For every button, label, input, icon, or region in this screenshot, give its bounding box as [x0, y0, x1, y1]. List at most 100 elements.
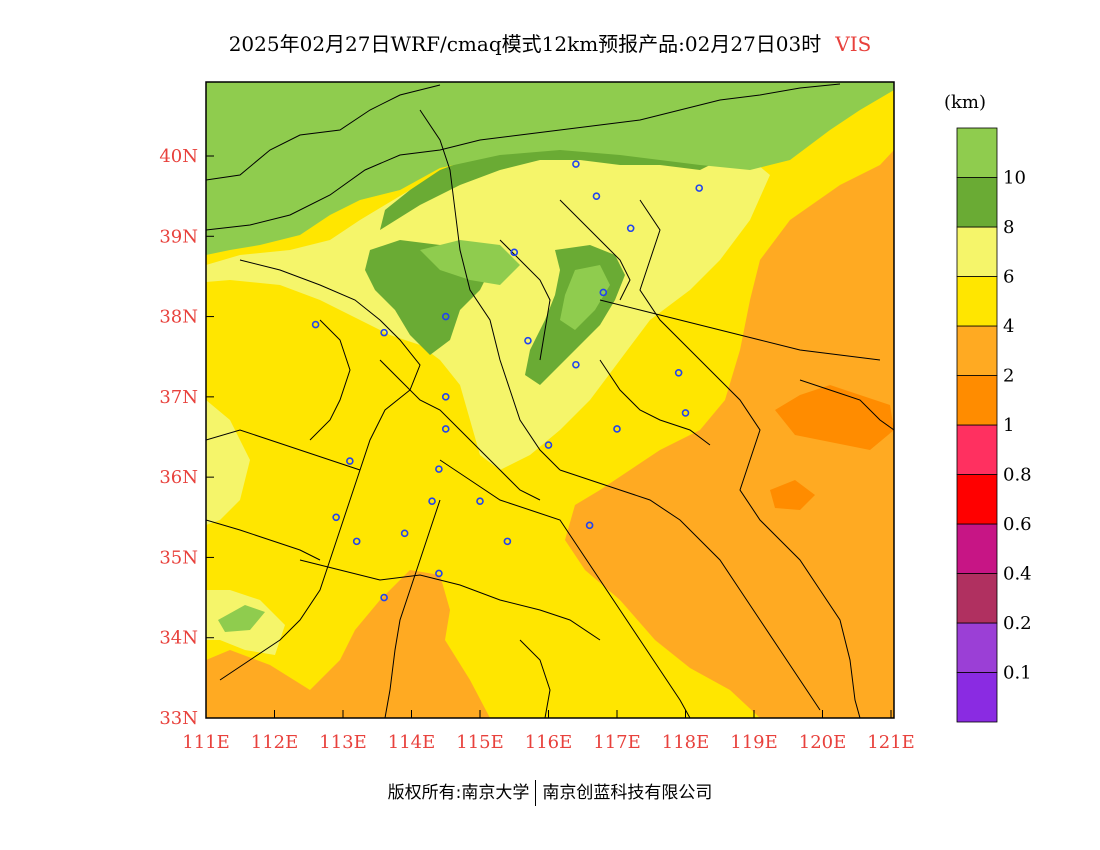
- x-tick-label: 119E: [730, 732, 778, 753]
- colorbar-swatch: [956, 424, 998, 475]
- colorbar-label: 10: [1003, 168, 1026, 189]
- y-tick-label: 34N: [159, 628, 198, 649]
- city-marker: [585, 521, 594, 530]
- city-marker: [352, 537, 361, 546]
- boundary-line: [219, 259, 421, 681]
- colorbar-swatch: [956, 226, 998, 277]
- footer-separator: [535, 780, 537, 806]
- boundary-line: [419, 109, 561, 471]
- field-darkorange-coast: [775, 385, 894, 450]
- colorbar-label: 8: [1003, 217, 1014, 238]
- y-tick-label: 33N: [159, 708, 198, 729]
- colorbar-swatch: [956, 325, 998, 376]
- city-markers: [311, 160, 704, 602]
- x-tick-label: 111E: [182, 732, 230, 753]
- boundary-line: [206, 429, 361, 471]
- city-marker: [572, 160, 580, 168]
- city-marker: [626, 224, 635, 233]
- city-marker: [681, 409, 690, 417]
- map-title: 2025年02月27日WRF/cmaq模式12km预报产品:02月27日03时 V…: [0, 28, 1100, 57]
- y-tick-label: 35N: [159, 547, 198, 568]
- boundary-line: [379, 359, 541, 501]
- title-main: 2025年02月27日WRF/cmaq模式12km预报产品:02月27日03时: [228, 32, 822, 56]
- city-marker: [674, 368, 683, 377]
- city-marker: [544, 441, 553, 449]
- boundary-line: [639, 199, 861, 718]
- colorbar-label: 0.6: [1003, 514, 1032, 535]
- colorbar-label: 6: [1003, 267, 1014, 288]
- city-marker: [572, 360, 580, 369]
- city-marker: [311, 320, 320, 329]
- colorbar-unit: (km): [944, 92, 986, 113]
- x-tick-label: 120E: [799, 732, 847, 753]
- colorbar-swatch: [956, 375, 998, 426]
- boundary-line: [599, 299, 881, 361]
- y-tick-label: 38N: [159, 307, 198, 328]
- visibility-field: [206, 82, 894, 718]
- city-marker: [503, 537, 512, 546]
- boundary-line: [519, 639, 551, 718]
- colorbar-label: 4: [1003, 316, 1014, 337]
- boundary-line: [599, 359, 711, 446]
- field-orange-southwest: [206, 570, 490, 718]
- colorbar-swatch: [956, 127, 998, 178]
- city-marker: [332, 513, 340, 522]
- city-marker: [476, 497, 484, 506]
- city-marker: [441, 393, 450, 401]
- boundary-line: [439, 459, 691, 718]
- colorbar-label: 2: [1003, 366, 1014, 387]
- colorbar-swatch: [956, 177, 998, 228]
- copyright-footer: 版权所有:南京大学 南京创蓝科技有限公司: [0, 778, 1100, 806]
- boundary-line: [206, 84, 441, 181]
- colorbar: (km) 0.1 0.2 0.4 0.6 0.8 1 2 4 6 8 10: [944, 92, 1032, 723]
- city-marker: [599, 288, 608, 297]
- field-lightgreen-patch: [420, 240, 520, 285]
- colorbar-label: 0.2: [1003, 613, 1032, 634]
- city-marker: [441, 425, 450, 433]
- x-tick-label: 121E: [867, 732, 915, 753]
- title-variable: VIS: [835, 32, 872, 56]
- province-boundaries: [206, 83, 894, 718]
- field-lightyellow-west: [206, 400, 250, 525]
- x-tick-label: 116E: [525, 732, 573, 753]
- y-tick-label: 39N: [159, 226, 198, 247]
- city-marker: [695, 184, 704, 192]
- field-darkorange-patch: [770, 480, 815, 510]
- x-tick-label: 115E: [456, 732, 504, 753]
- boundary-line: [559, 199, 631, 301]
- field-green-ridge: [380, 135, 720, 230]
- field-lightgreen-strip: [560, 265, 610, 330]
- boundary-line: [206, 83, 841, 231]
- city-marker: [435, 569, 443, 578]
- field-lightyellow-north: [206, 135, 770, 470]
- city-marker: [346, 457, 354, 465]
- city-marker: [380, 328, 388, 337]
- city-marker: [524, 336, 532, 345]
- city-marker: [380, 593, 388, 602]
- boundary-line: [299, 559, 601, 641]
- colorbar-swatch: [956, 672, 998, 723]
- city-marker: [428, 497, 436, 506]
- boundary-line: [309, 319, 351, 441]
- boundary-line: [384, 499, 441, 718]
- colorbar-swatch: [956, 573, 998, 624]
- city-marker: [435, 465, 443, 473]
- colorbar-swatch: [956, 523, 998, 574]
- x-tick-label: 118E: [662, 732, 710, 753]
- plot-frame: [205, 81, 895, 719]
- colorbar-swatch: [956, 622, 998, 673]
- colorbar-swatch: [956, 276, 998, 327]
- field-orange-east: [565, 82, 894, 718]
- x-tick-label: 113E: [319, 732, 367, 753]
- x-tick-label: 112E: [251, 732, 299, 753]
- axes: 111E 112E 113E 114E 115E 116E 117E 118E 119E 120E…: [159, 146, 914, 753]
- field-lightgreen-southwest: [218, 605, 265, 632]
- city-marker: [510, 248, 519, 257]
- colorbar-label: 0.1: [1003, 663, 1032, 684]
- colorbar-label: 0.8: [1003, 465, 1032, 486]
- colorbar-label: 1: [1003, 415, 1014, 436]
- y-tick-label: 40N: [159, 146, 198, 167]
- colorbar-label: 0.4: [1003, 564, 1032, 585]
- city-marker: [441, 312, 450, 321]
- y-tick-label: 37N: [159, 387, 198, 408]
